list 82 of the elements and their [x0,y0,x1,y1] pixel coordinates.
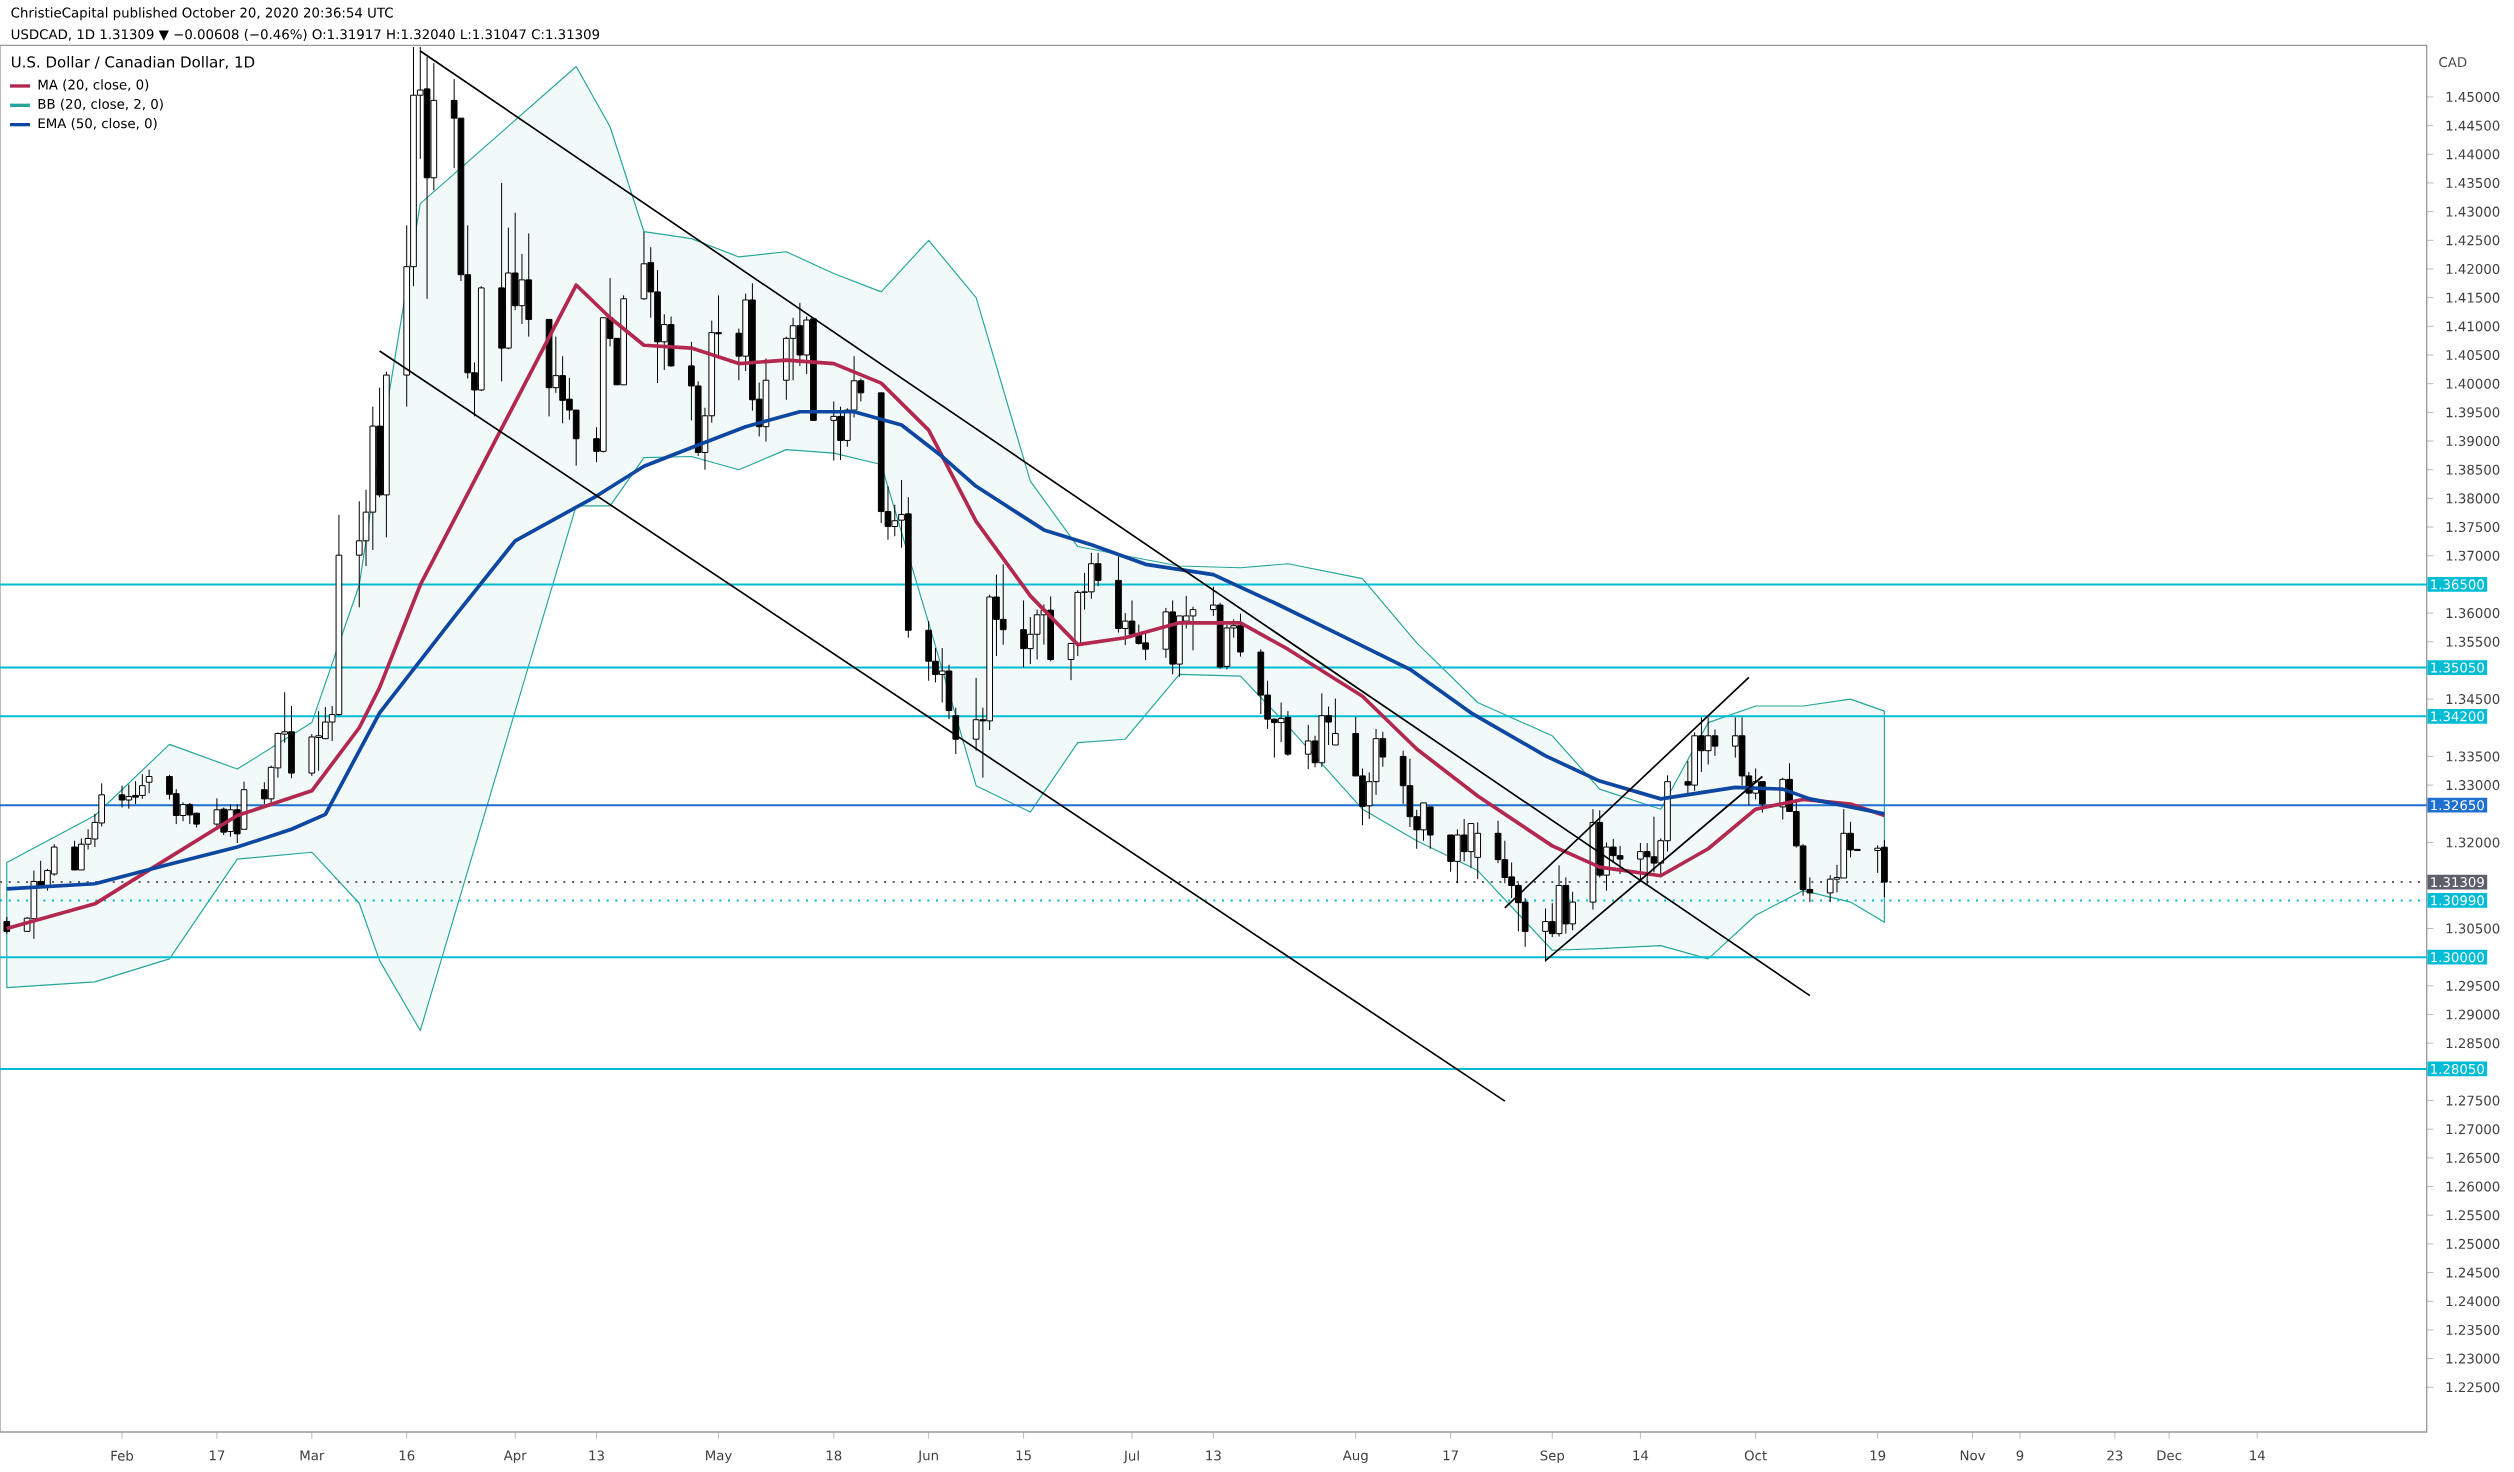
y-tick-label: 1.42000 [2446,263,2500,275]
line-series [4,283,1887,931]
x-tick-label: 17 [209,1450,225,1461]
x-tick-label: 18 [826,1450,842,1461]
ref-line-label: 1.35050 [2431,662,2484,673]
y-tick-label: 1.24500 [2446,1267,2500,1278]
y-axis-title: CAD [2439,57,2467,68]
y-tick-label: 1.29000 [2446,1009,2500,1020]
x-tick-label: 14 [2250,1450,2265,1461]
y-tick-label: 1.26000 [2446,1181,2500,1192]
y-tick-label: 1.36000 [2446,608,2500,619]
x-tick-label: Dec [2157,1450,2182,1461]
candlestick [145,769,153,794]
text: USDCAD, 1D 1.31309 ▼ −0.00608 (−0.46%) O:1.31917 H:1.32040 L:1.31047 C:1.31309 [11,29,600,41]
y-tick-label: 1.33000 [2446,780,2500,791]
x-tick-label: Aug [1342,1450,1368,1463]
y-tick-label: 1.42500 [2446,235,2500,246]
annotation: BB (20, close, 2, 0) [38,98,163,111]
x-tick-label: 13 [1206,1450,1221,1461]
line-series [4,409,1887,891]
y-tick-label: 1.39500 [2446,407,2500,418]
x-tick-label: 19 [1870,1450,1886,1461]
y-tick-label: 1.41500 [2446,292,2500,303]
y-tick-label: 1.22500 [2446,1382,2500,1393]
y-tick-label: 1.34500 [2446,694,2500,705]
x-tick-label: 13 [589,1450,604,1461]
y-tick-label: 1.44500 [2446,120,2500,131]
x-tick-label: 23 [2107,1450,2123,1461]
ref-line-label: 1.36500 [2431,579,2484,590]
y-tick-label: 1.23000 [2446,1353,2500,1364]
y-tick-label: 1.24000 [2446,1296,2500,1307]
ref-line-label: 1.34200 [2431,711,2484,722]
x-tick-label: 17 [1443,1450,1458,1461]
candlestick [1067,642,1075,681]
y-tick-label: 1.27500 [2446,1095,2500,1106]
candlestick [1332,698,1339,746]
y-tick-label: 1.25000 [2446,1238,2500,1249]
x-tick-label: Mar [300,1450,325,1461]
y-tick-label: 1.32000 [2446,837,2500,848]
y-tick-label: 1.38000 [2446,493,2500,504]
x-tick-label: Jul [1123,1450,1139,1464]
x-tick-label: 14 [1633,1450,1649,1461]
text: ChristieCapital published October 20, 2020 20:36:54 UTC [11,7,393,21]
y-tick-label: 1.39000 [2446,435,2500,447]
x-tick-label: May [706,1450,732,1463]
y-tick-label: 1.29500 [2446,980,2500,991]
legend-label: MA (20, close, 0) [38,79,149,92]
y-tick-label: 1.40500 [2446,349,2500,361]
y-tick-label: 1.41000 [2446,321,2500,332]
x-tick-label: Jun [917,1450,938,1463]
ref-line-label: 1.31309 [2431,877,2484,888]
x-tick-label: Nov [1960,1450,1986,1461]
y-tick-label: 1.23500 [2446,1324,2500,1335]
y-tick-label: 1.44000 [2446,149,2500,160]
x-tick-label: 15 [1016,1450,1031,1461]
ref-line-label: 1.30000 [2431,952,2484,963]
ref-line-label: 1.32650 [2431,800,2484,811]
y-tick-label: 1.43500 [2446,177,2500,189]
x-tick-label: 9 [2016,1450,2024,1461]
x-tick-label: Feb [111,1450,134,1461]
candlestick [952,707,960,755]
y-tick-label: 1.40000 [2446,378,2500,389]
y-tick-label: 1.45000 [2446,91,2500,102]
x-tick-label: Apr [503,1450,527,1463]
y-tick-label: 1.28500 [2446,1038,2500,1049]
x-tick-label: 16 [399,1450,415,1461]
x-tick-label: Sep [1540,1450,1565,1464]
y-tick-label: 1.37500 [2446,522,2500,533]
y-tick-label: 1.38500 [2446,464,2500,475]
y-tick-label: 1.43000 [2446,206,2500,217]
y-tick-label: 1.37000 [2446,550,2500,561]
y-tick-label: 1.27000 [2446,1124,2500,1135]
ref-line-label: 1.28050 [2431,1063,2484,1075]
y-tick-label: 1.33500 [2446,751,2500,762]
y-tick-label: 1.35500 [2446,636,2500,647]
y-tick-label: 1.25500 [2446,1210,2500,1221]
y-tick-label: 1.26500 [2446,1152,2500,1163]
legend-label: EMA (50, close, 0) [38,117,157,130]
text: U.S. Dollar / Canadian Dollar, 1D [11,55,255,70]
ref-line-label: 1.30990 [2431,895,2484,906]
y-tick-label: 1.30500 [2446,923,2500,934]
x-tick-label: Oct [1744,1450,1767,1461]
